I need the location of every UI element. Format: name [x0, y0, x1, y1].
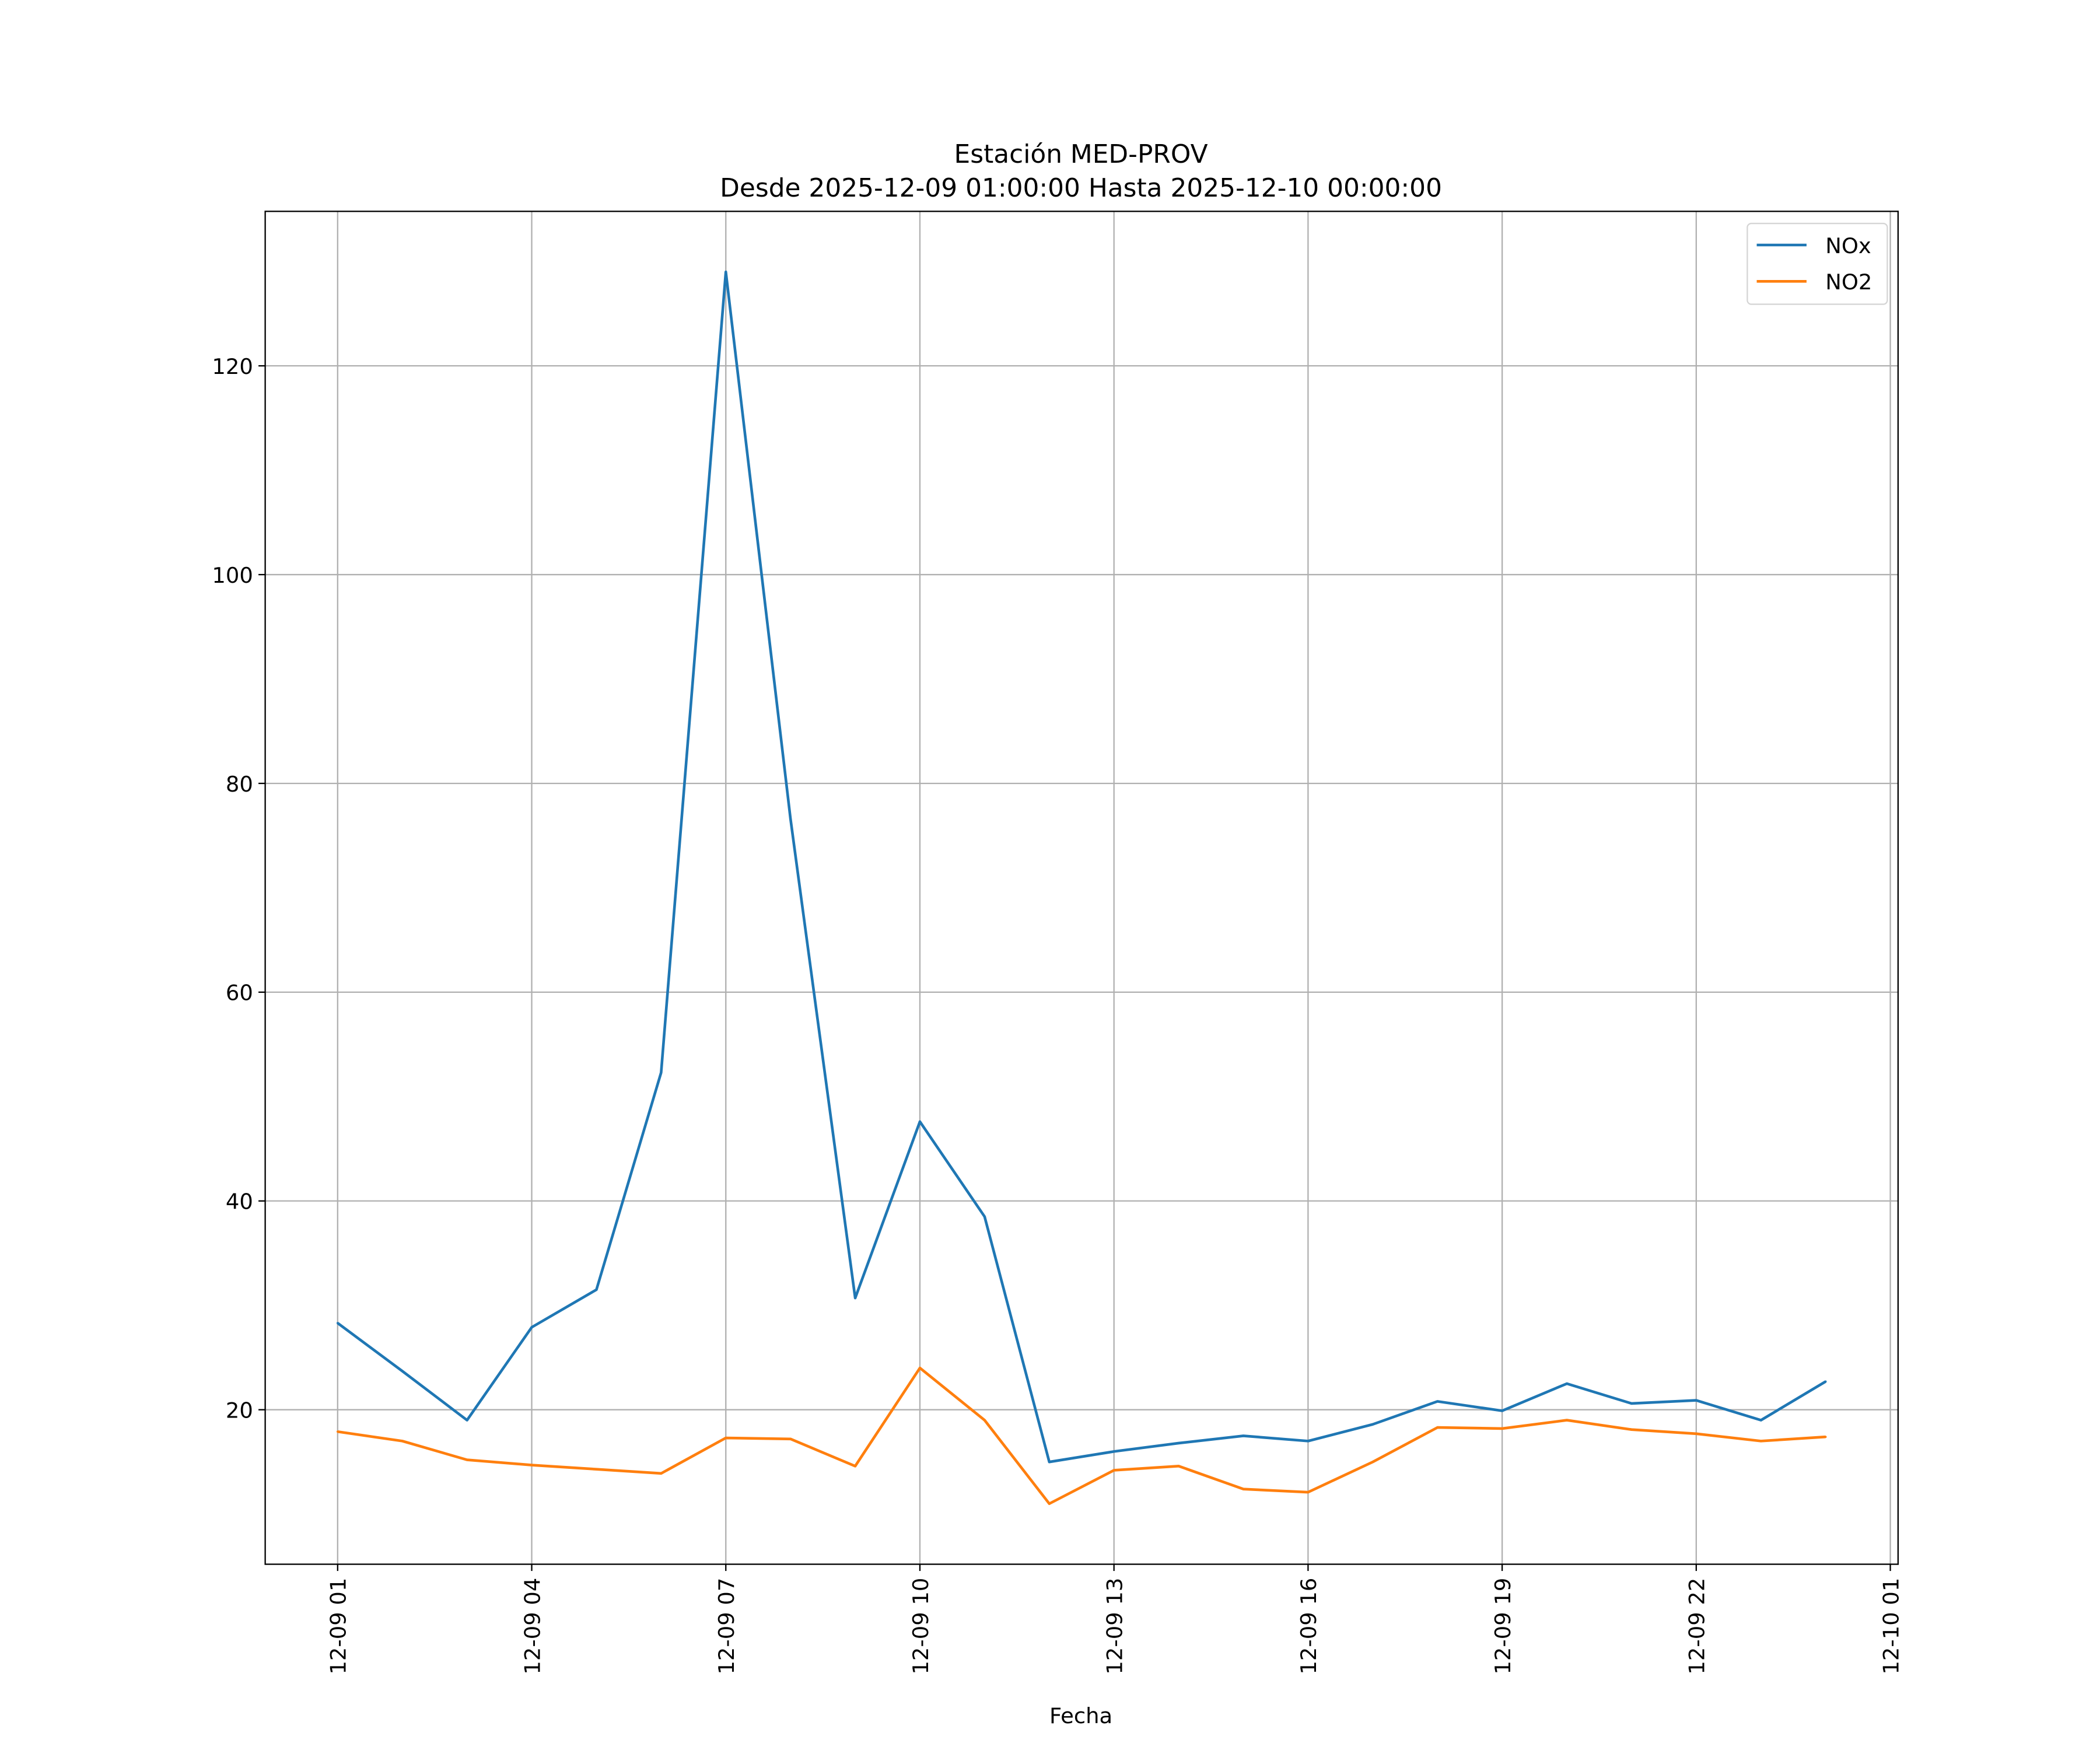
data-point-no2 — [401, 1440, 404, 1443]
data-point-nox — [1436, 1400, 1439, 1403]
data-point-nox — [1307, 1440, 1310, 1443]
x-tick-label: 12-09 04 — [520, 1578, 545, 1675]
data-point-nox — [984, 1215, 986, 1218]
legend-label-no2: NO2 — [1825, 270, 1872, 295]
data-point-no2 — [1242, 1488, 1245, 1490]
data-point-no2 — [1307, 1491, 1310, 1493]
data-point-no2 — [1112, 1469, 1115, 1472]
data-point-no2 — [466, 1458, 468, 1461]
data-point-nox — [660, 1071, 663, 1074]
data-point-no2 — [595, 1468, 598, 1471]
data-point-nox — [1695, 1399, 1698, 1402]
x-axis-label: Fecha — [1049, 1703, 1112, 1728]
x-tick-label: 12-09 07 — [714, 1578, 739, 1675]
data-point-nox — [1048, 1461, 1051, 1464]
chart-subtitle: Desde 2025-12-09 01:00:00 Hasta 2025-12-… — [720, 173, 1442, 203]
x-tick-label: 12-09 13 — [1102, 1578, 1128, 1675]
data-point-no2 — [919, 1367, 921, 1369]
data-point-no2 — [1824, 1436, 1827, 1438]
data-point-no2 — [1630, 1428, 1633, 1431]
data-point-nox — [1177, 1442, 1180, 1444]
data-point-no2 — [1695, 1433, 1698, 1435]
y-tick-label: 40 — [226, 1189, 253, 1214]
data-point-no2 — [1371, 1461, 1374, 1464]
y-tick-label: 80 — [226, 772, 253, 797]
data-point-nox — [1371, 1423, 1374, 1426]
x-tick-label: 12-09 10 — [908, 1578, 933, 1675]
series-line-no2 — [337, 1366, 1826, 1506]
data-point-nox — [1501, 1409, 1503, 1412]
data-point-nox — [401, 1370, 404, 1373]
data-point-no2 — [1759, 1440, 1762, 1443]
data-point-nox — [789, 817, 792, 820]
data-point-no2 — [789, 1437, 792, 1440]
data-point-nox — [595, 1289, 598, 1291]
x-tick-label: 12-09 19 — [1490, 1578, 1516, 1675]
data-point-nox — [466, 1419, 468, 1422]
data-point-nox — [724, 271, 727, 273]
x-tick-label: 12-10 01 — [1878, 1578, 1903, 1675]
data-point-no2 — [1566, 1419, 1568, 1422]
data-point-nox — [1112, 1450, 1115, 1453]
data-point-no2 — [660, 1472, 663, 1475]
y-tick-label: 100 — [212, 563, 253, 588]
data-point-no2 — [1436, 1426, 1439, 1429]
chart-title: Estación MED-PROV — [954, 139, 1208, 169]
data-point-nox — [1630, 1402, 1633, 1405]
data-point-no2 — [984, 1419, 986, 1422]
data-point-no2 — [1501, 1427, 1503, 1430]
data-point-nox — [336, 1322, 339, 1325]
data-point-no2 — [1048, 1502, 1051, 1505]
data-point-nox — [1566, 1382, 1568, 1385]
x-tick-label: 12-09 22 — [1685, 1578, 1710, 1675]
data-point-nox — [1242, 1434, 1245, 1437]
y-tick-label: 60 — [226, 981, 253, 1006]
x-tick-label: 12-09 01 — [326, 1578, 351, 1675]
data-point-nox — [1824, 1380, 1827, 1383]
data-point-nox — [1759, 1419, 1762, 1422]
x-tick-label: 12-09 16 — [1296, 1578, 1321, 1675]
plot-frame — [264, 211, 1899, 1565]
data-point-no2 — [854, 1465, 856, 1468]
series-line-nox — [337, 270, 1826, 1464]
data-point-nox — [919, 1120, 921, 1123]
data-point-nox — [854, 1297, 856, 1300]
y-tick-label: 20 — [226, 1398, 253, 1423]
data-point-no2 — [530, 1464, 533, 1466]
data-point-no2 — [1177, 1465, 1180, 1468]
y-tick-label: 120 — [212, 354, 253, 379]
data-point-no2 — [336, 1430, 339, 1433]
legend: NOx NO2 — [1746, 222, 1888, 305]
data-point-nox — [530, 1326, 533, 1329]
data-point-no2 — [724, 1437, 727, 1439]
legend-label-nox: NOx — [1825, 233, 1871, 258]
